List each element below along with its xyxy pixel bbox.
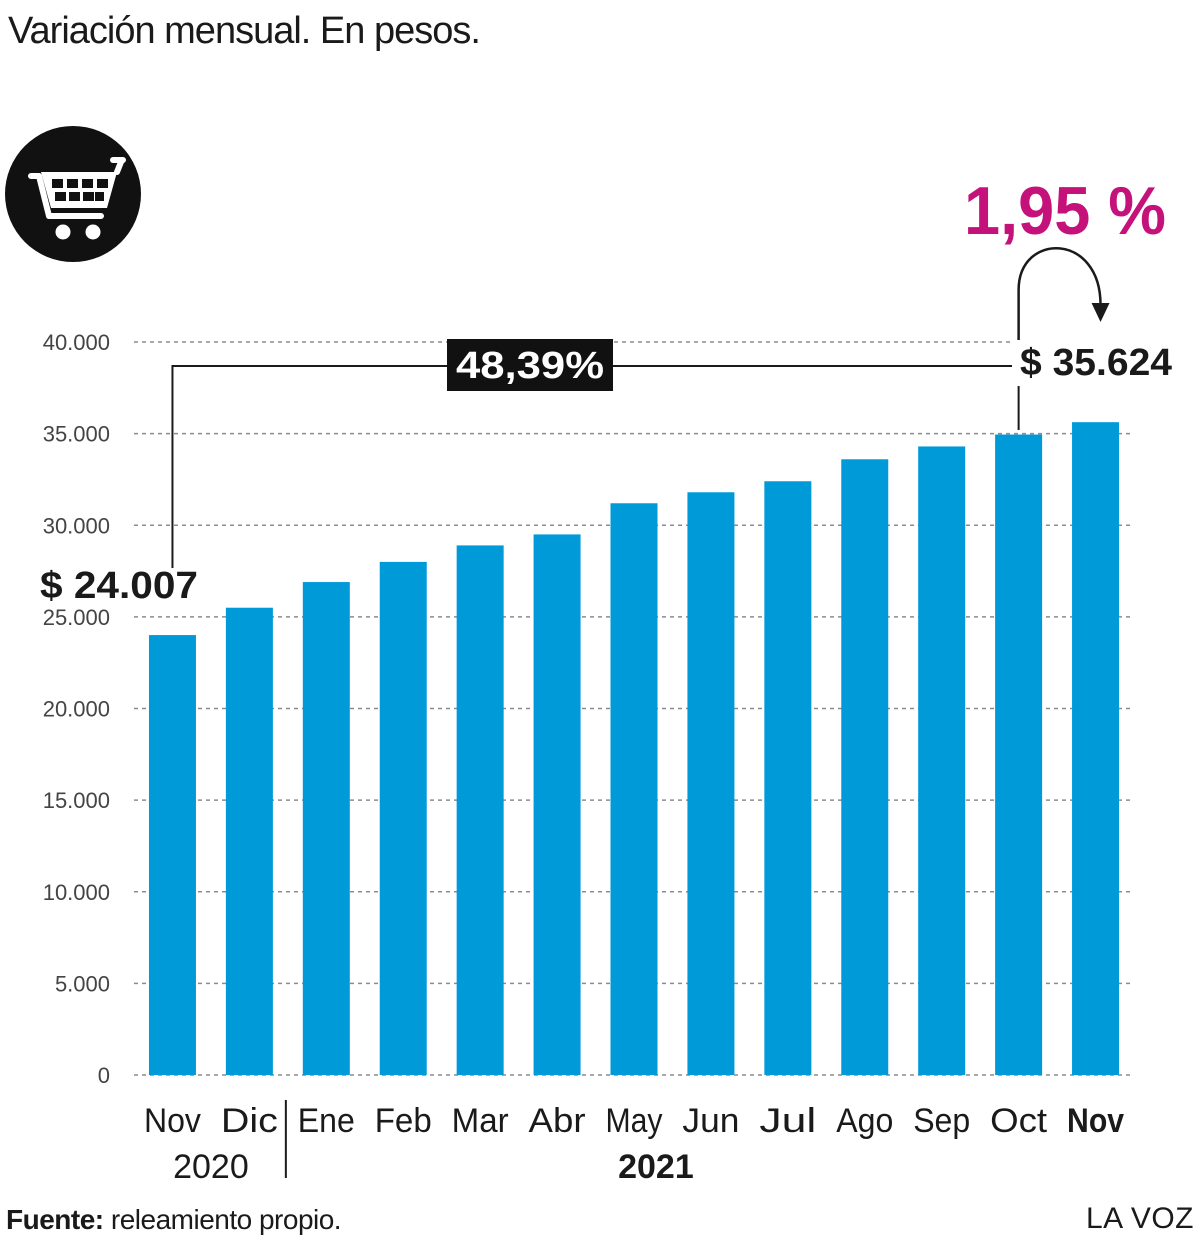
y-tick-label: 5.000 [55, 971, 110, 996]
x-tick-label: Mar [452, 1102, 509, 1140]
change-bracket [171, 365, 1020, 568]
start-value-label: $ 24.007 [40, 565, 198, 607]
y-tick-label: 35.000 [43, 422, 110, 447]
bar [610, 503, 658, 1075]
x-tick-label: Oct [990, 1102, 1048, 1140]
x-tick-label: Sep [913, 1102, 970, 1140]
y-tick-label: 30.000 [43, 513, 110, 538]
source-text: releamiento propio. [103, 1204, 342, 1235]
bar [687, 492, 735, 1075]
source-note: Fuente: releamiento propio. [6, 1204, 342, 1236]
total-change-box [447, 339, 613, 391]
bar [148, 635, 196, 1075]
y-tick-label: 10.000 [43, 880, 110, 905]
arrow-head [1091, 303, 1110, 322]
bar [302, 582, 350, 1075]
monthly-change-arrow [1017, 246, 1102, 340]
x-tick-label: May [606, 1102, 663, 1140]
y-tick-label: 40.000 [43, 330, 110, 355]
y-tick-label: 15.000 [43, 788, 110, 813]
y-tick-label: 25.000 [43, 605, 110, 630]
x-tick-label: Dic [221, 1102, 278, 1140]
total-change-label: 48,39% [456, 345, 604, 387]
bar [841, 459, 889, 1075]
bar [918, 446, 966, 1075]
shopping-cart-icon [5, 126, 141, 262]
x-tick-label: Abr [529, 1102, 586, 1140]
y-tick-label: 20.000 [43, 697, 110, 722]
year-label-2021: 2021 [618, 1148, 694, 1186]
x-tick-label: Feb [375, 1102, 432, 1140]
monthly-change-label: 1,95 % [964, 173, 1166, 249]
bar [533, 534, 581, 1075]
x-tick-label: Jul [759, 1102, 816, 1140]
bar [456, 545, 504, 1075]
source-label: Fuente: [6, 1204, 104, 1235]
x-tick-label: Ago [836, 1102, 893, 1140]
year-label-2020: 2020 [173, 1148, 249, 1186]
end-value-label: $ 35.624 [1020, 342, 1172, 384]
bar [225, 607, 273, 1075]
x-tick-label: Nov [1067, 1102, 1124, 1140]
bar [764, 481, 812, 1075]
bar [379, 561, 427, 1075]
x-tick-label: Jun [682, 1102, 739, 1140]
end-value-bg [1012, 340, 1176, 386]
x-tick-label: Ene [298, 1102, 355, 1140]
chart-subtitle: Variación mensual. En pesos. [8, 10, 481, 52]
bar [1072, 422, 1120, 1075]
brand-logo-text: LA VOZ [1085, 1202, 1194, 1235]
bar [995, 434, 1043, 1075]
y-tick-label: 0 [98, 1063, 110, 1088]
x-tick-label: Nov [144, 1102, 201, 1140]
